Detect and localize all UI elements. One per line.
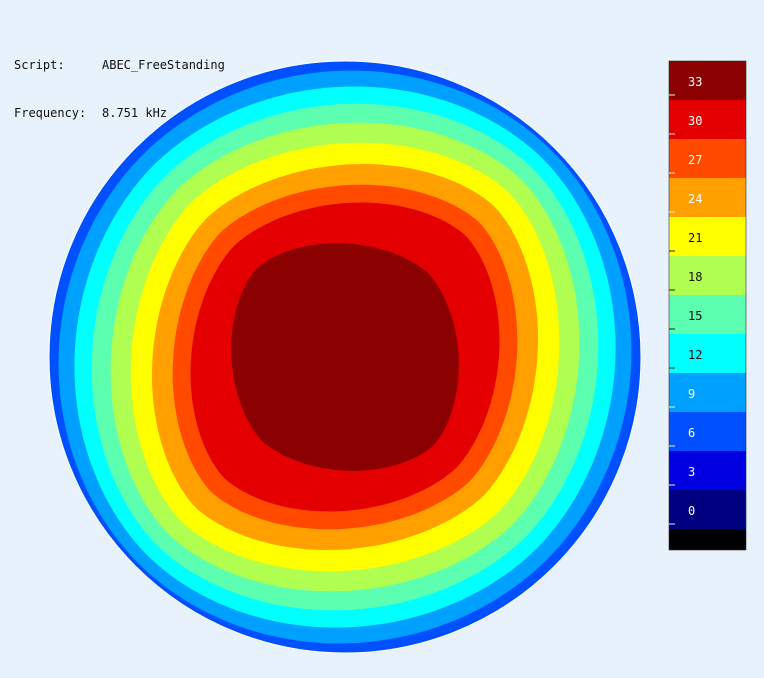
colorbar-tick-label: 3 xyxy=(688,465,695,479)
frequency-row: Frequency: 8.751 kHz xyxy=(14,105,225,121)
frequency-label: Frequency: xyxy=(14,106,87,120)
colorbar-tick-label: 30 xyxy=(688,114,702,128)
colorbar-tick-label: 21 xyxy=(688,231,702,245)
colorbar-segment-1 xyxy=(669,100,746,139)
script-label: Script: xyxy=(14,58,65,72)
colorbar-tick-label: 0 xyxy=(688,504,695,518)
script-value: ABEC_FreeStanding xyxy=(102,58,225,72)
colorbar-segment-0 xyxy=(669,61,746,100)
colorbar-tick-label: 6 xyxy=(688,426,695,440)
plot-header: Script: ABEC_FreeStanding Frequency: 8.751… xyxy=(14,25,225,137)
frequency-value: 8.751 kHz xyxy=(102,106,168,120)
colorbar-tick-label: 9 xyxy=(688,387,695,401)
colorbar-tick-label: 12 xyxy=(688,348,702,362)
colorbar-segment-9 xyxy=(669,412,746,451)
colorbar-segment-12 xyxy=(669,529,746,550)
colorbar-outline xyxy=(668,60,747,551)
colorbar-segment-10 xyxy=(669,451,746,490)
contour-band-33 xyxy=(231,243,459,471)
colorbar-tick-label: 24 xyxy=(688,192,702,206)
colorbar-segment-3 xyxy=(669,178,746,217)
colorbar-segment-4 xyxy=(669,217,746,256)
colorbar-tick-label: 15 xyxy=(688,309,702,323)
plot-outline xyxy=(48,60,642,654)
colorbar-tick-label: 33 xyxy=(688,75,702,89)
colorbar-segment-2 xyxy=(669,139,746,178)
colorbar-segment-11 xyxy=(669,490,746,529)
colorbar-segment-6 xyxy=(669,295,746,334)
colorbar-tick-label: 27 xyxy=(688,153,702,167)
colorbar-tick-label: 18 xyxy=(688,270,702,284)
script-row: Script: ABEC_FreeStanding xyxy=(14,57,225,73)
colorbar-segment-8 xyxy=(669,373,746,412)
colorbar-segment-7 xyxy=(669,334,746,373)
colorbar-segment-5 xyxy=(669,256,746,295)
contour-bands xyxy=(49,61,641,653)
